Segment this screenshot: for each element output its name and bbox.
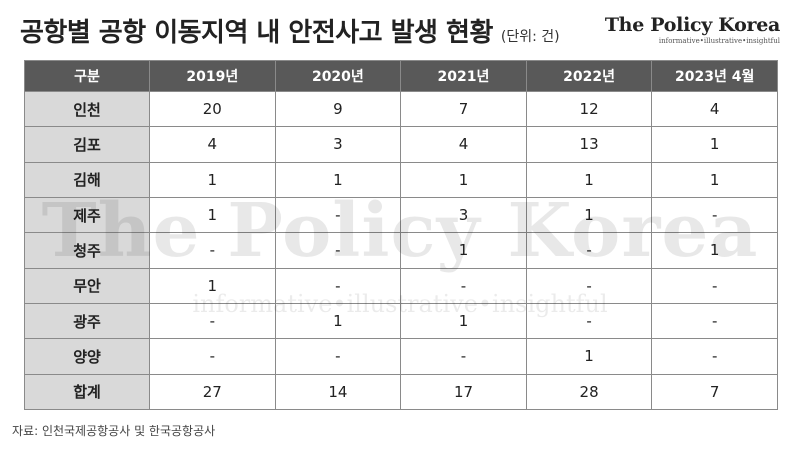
row-label: 제주	[24, 196, 150, 234]
table-cell: 1	[400, 161, 527, 198]
table-cell: 7	[400, 90, 527, 128]
table-cell: 17	[400, 373, 527, 411]
table-cell: -	[525, 232, 653, 269]
column-header: 2020년	[274, 60, 402, 92]
table-row: 김포 4 3 4 13 1	[24, 126, 778, 163]
table-cell: 9	[274, 90, 402, 128]
table-row: 김해 1 1 1 1 1	[24, 161, 778, 198]
source-note: 자료: 인천국제공항공사 및 한국공항공사	[12, 424, 216, 438]
table-cell: 1	[651, 232, 778, 269]
row-label: 김포	[24, 126, 150, 163]
table-header-row: 구분 2019년 2020년 2021년 2022년 2023년 4월	[24, 60, 778, 92]
table-cell: -	[525, 302, 653, 340]
table-cell: 12	[525, 90, 653, 128]
table-cell: -	[525, 267, 653, 304]
brand-name: The Policy Korea	[604, 14, 780, 36]
row-label: 인천	[24, 90, 150, 128]
table-cell: -	[274, 267, 402, 304]
brand-logo: The Policy Korea informative•illustrativ…	[605, 14, 780, 45]
table-cell: -	[274, 338, 402, 375]
table-cell: 14	[274, 373, 402, 411]
title-row: 공항별 공항 이동지역 내 안전사고 발생 현황 (단위: 건)	[20, 12, 560, 52]
column-header: 2022년	[525, 60, 653, 92]
row-label: 김해	[24, 161, 150, 198]
table-cell: 1	[149, 267, 276, 304]
table-cell: 7	[651, 373, 778, 411]
table-cell: -	[149, 302, 276, 340]
table-cell: 27	[149, 373, 276, 411]
unit-label: (단위: 건)	[500, 29, 560, 45]
table-cell: 1	[274, 161, 402, 198]
table-row: 제주 1-3 1-	[24, 196, 778, 234]
table-cell: -	[400, 338, 527, 375]
table-cell: 1	[651, 161, 778, 198]
row-label: 합계	[24, 373, 150, 411]
table-cell: -	[651, 302, 778, 340]
column-header: 구분	[24, 60, 150, 92]
table-cell: -	[651, 338, 778, 375]
table-cell: 13	[525, 126, 653, 163]
table-cell: 1	[525, 196, 653, 234]
column-header: 2023년 4월	[651, 60, 778, 92]
table-cell: -	[400, 267, 527, 304]
table-row: 청주 - -1-1	[24, 232, 778, 269]
table-cell: 4	[400, 126, 527, 163]
table-cell: -	[149, 338, 276, 375]
table-cell: -	[651, 196, 778, 234]
table-cell: 1	[400, 232, 527, 269]
table-cell: -	[149, 232, 276, 269]
row-label: 광주	[24, 302, 150, 340]
table-row: 합계 27 14 17 28 7	[24, 373, 778, 411]
table-cell: 20	[149, 90, 276, 128]
table-cell: -	[651, 267, 778, 304]
table-row: 무안 1- - - -	[24, 267, 778, 304]
table-cell: 1	[149, 161, 276, 198]
table-cell: 1	[274, 302, 402, 340]
row-label: 청주	[24, 232, 150, 269]
column-header: 2021년	[400, 60, 527, 92]
row-label: 무안	[24, 267, 150, 304]
table-row: 양양 - - -1-	[24, 338, 778, 375]
table-cell: 1	[525, 161, 653, 198]
table-row: 인천 20 9 7 12 4	[24, 90, 778, 128]
table-cell: 28	[525, 373, 653, 411]
table-cell: 1	[400, 302, 527, 340]
table-cell: -	[274, 232, 402, 269]
table-cell: 1	[149, 196, 276, 234]
table-cell: 1	[525, 338, 653, 375]
table-cell: 1	[651, 126, 778, 163]
row-label: 양양	[24, 338, 150, 375]
table-row: 광주 -1 1- -	[24, 302, 778, 340]
page-title: 공항별 공항 이동지역 내 안전사고 발생 현황	[20, 18, 493, 48]
brand-tagline: informative•illustrative•insightful	[658, 37, 780, 45]
table-cell: 4	[651, 90, 778, 128]
table-cell: 3	[274, 126, 402, 163]
table-cell: 4	[149, 126, 276, 163]
data-table: 구분 2019년 2020년 2021년 2022년 2023년 4월 인천 20 9 7 12 4…	[24, 60, 778, 411]
column-header: 2019년	[149, 60, 276, 92]
table-cell: 3	[400, 196, 527, 234]
table-cell: -	[274, 196, 402, 234]
table-body: 인천 20 9 7 12 4 김포 4 3 4 13 1 김해 1 1 1 1 1 제주 1-3 1- 청주 - -1-1 무안…	[24, 90, 778, 411]
